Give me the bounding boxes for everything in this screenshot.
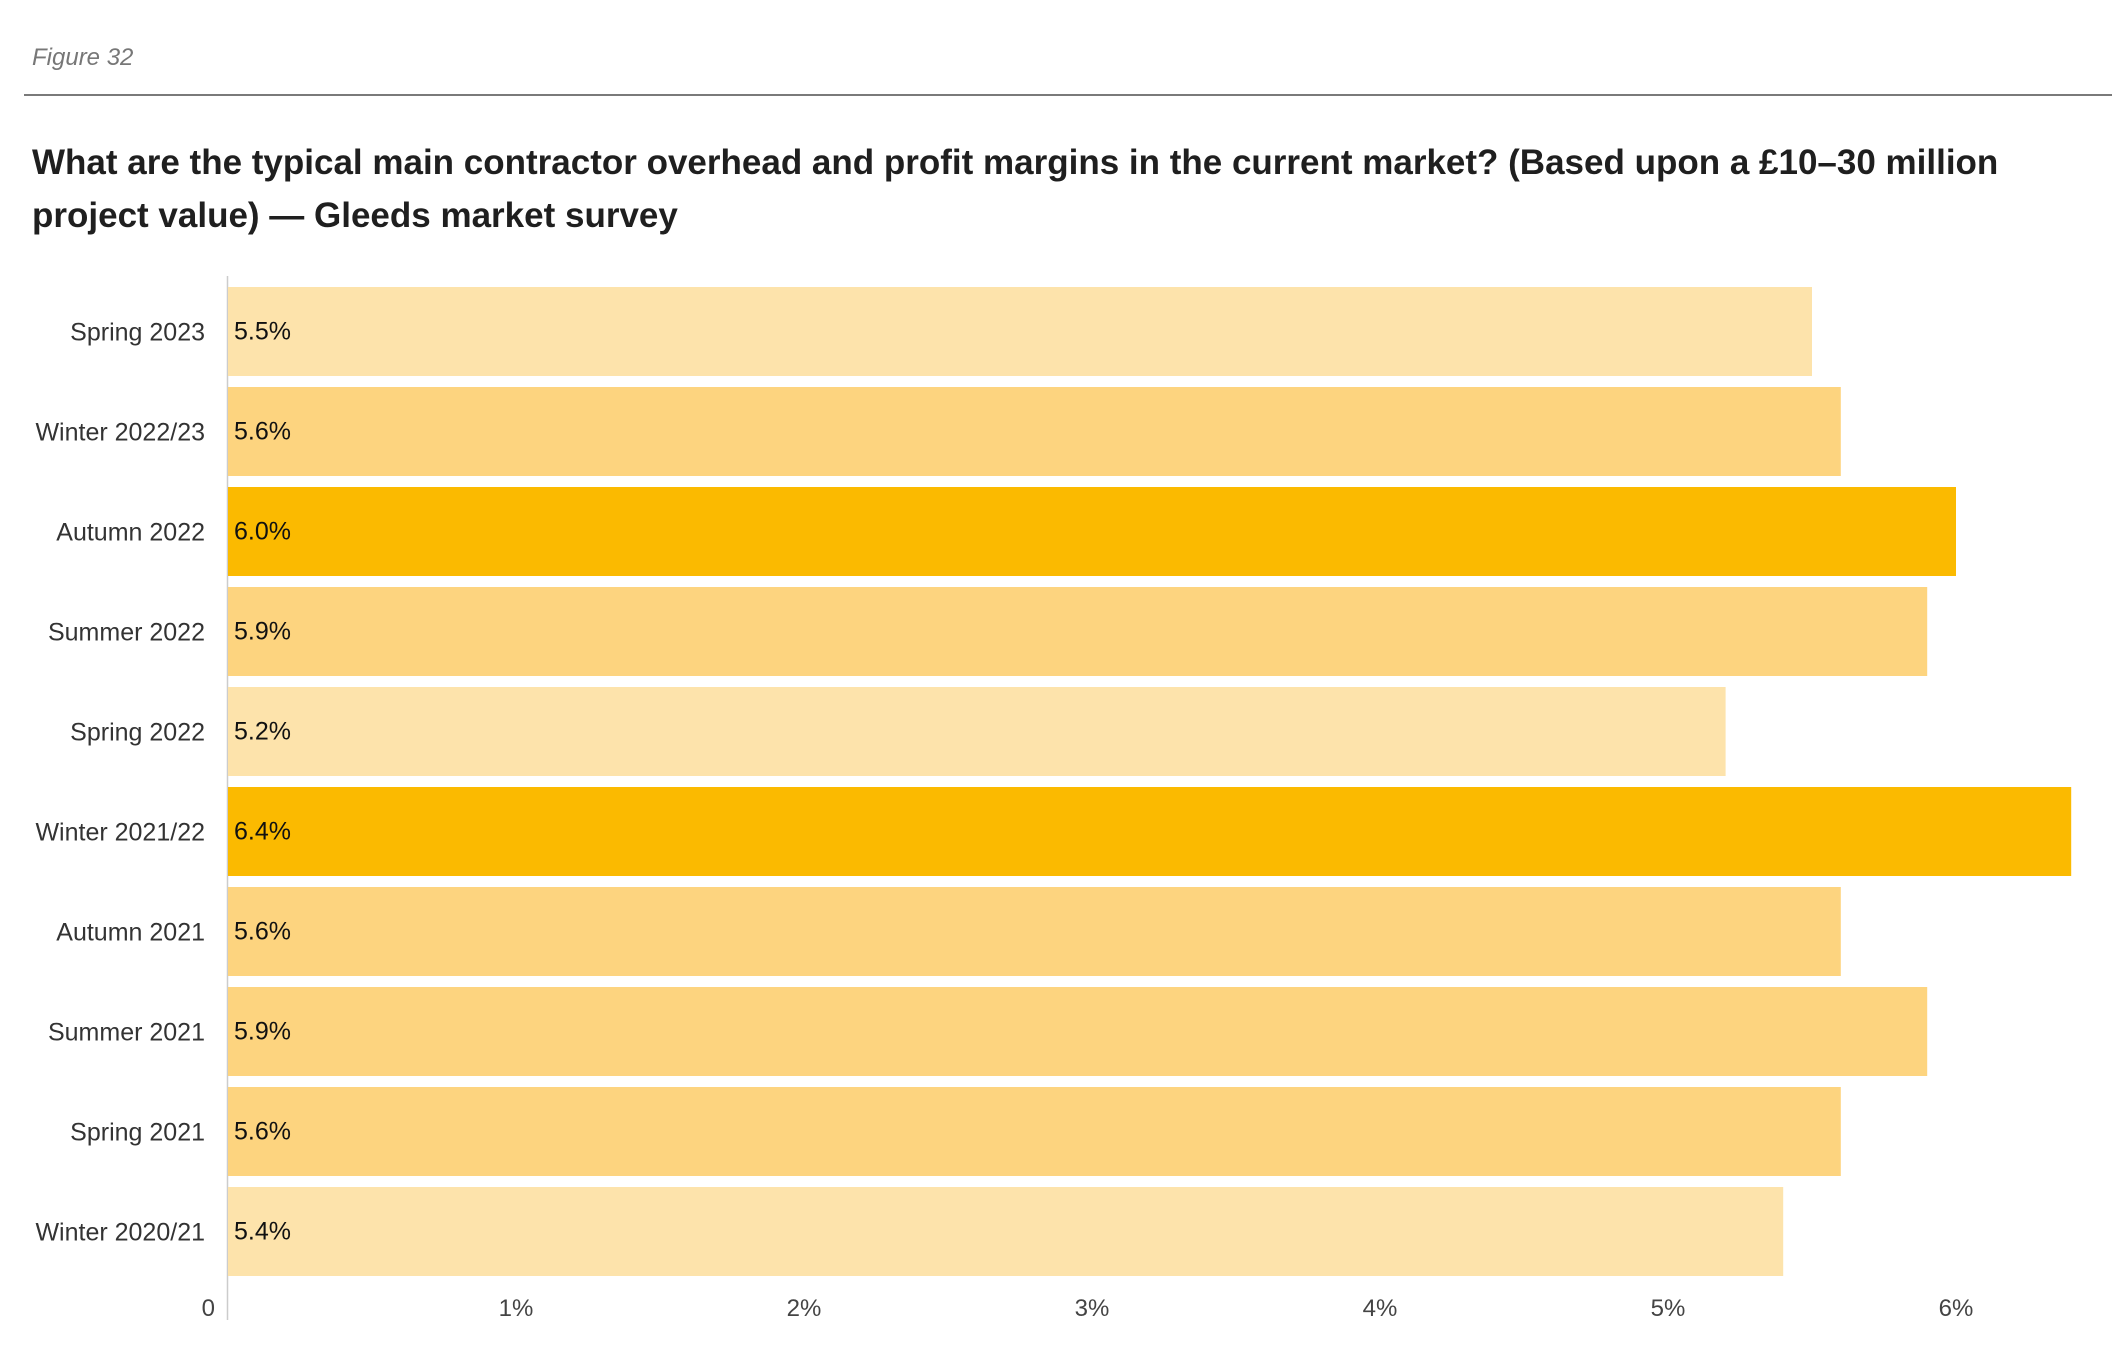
bar-spring-2021 bbox=[228, 1087, 1841, 1176]
header-divider bbox=[24, 94, 2112, 96]
x-tick-label-4: 4% bbox=[1363, 1295, 1398, 1322]
value-label-summer-2021: 5.9% bbox=[234, 1018, 291, 1046]
value-label-autumn-2021: 5.6% bbox=[234, 918, 291, 946]
x-tick-label-6: 6% bbox=[1939, 1295, 1974, 1322]
bar-winter-2021-22 bbox=[228, 787, 2072, 876]
value-label-summer-2022: 5.9% bbox=[234, 618, 291, 646]
value-label-spring-2022: 5.2% bbox=[234, 718, 291, 746]
x-tick-label-0: 0 bbox=[202, 1295, 215, 1322]
value-label-spring-2021: 5.6% bbox=[234, 1118, 291, 1146]
bar-spring-2022 bbox=[228, 687, 1726, 776]
bar-winter-2022-23 bbox=[228, 387, 1841, 476]
bar-summer-2021 bbox=[228, 987, 1928, 1076]
x-tick-label-2: 2% bbox=[787, 1295, 822, 1322]
bar-autumn-2022 bbox=[228, 487, 1956, 576]
bar-chart: Spring 2023 5.5% Winter 2022/23 5.6% Autumn … bbox=[35, 276, 2072, 1322]
labels-layer: Spring 2023 5.5% Winter 2022/23 5.6% Autumn … bbox=[35, 318, 291, 1247]
bar-summer-2022 bbox=[228, 587, 1928, 676]
bar-winter-2020-21 bbox=[228, 1187, 1784, 1276]
category-label-winter-2021-22: Winter 2021/22 bbox=[35, 819, 205, 847]
value-label-winter-2020-21: 5.4% bbox=[234, 1218, 291, 1246]
category-label-spring-2022: Spring 2022 bbox=[70, 719, 205, 747]
value-label-winter-2022-23: 5.6% bbox=[234, 418, 291, 446]
x-tick-label-5: 5% bbox=[1651, 1295, 1686, 1322]
x-tick-label-3: 3% bbox=[1075, 1295, 1110, 1322]
figure-label: Figure 32 bbox=[32, 44, 134, 71]
bars-layer bbox=[228, 287, 2072, 1276]
x-tick-label-1: 1% bbox=[499, 1295, 534, 1322]
category-label-autumn-2021: Autumn 2021 bbox=[56, 919, 205, 947]
bar-spring-2023 bbox=[228, 287, 1812, 376]
category-label-summer-2022: Summer 2022 bbox=[48, 619, 205, 647]
category-label-autumn-2022: Autumn 2022 bbox=[56, 519, 205, 547]
category-label-summer-2021: Summer 2021 bbox=[48, 1019, 205, 1047]
category-label-winter-2022-23: Winter 2022/23 bbox=[35, 419, 205, 447]
category-label-winter-2020-21: Winter 2020/21 bbox=[35, 1219, 205, 1247]
ticks-layer: 0 1% 2% 3% 4% 5% 6% bbox=[202, 1295, 1974, 1322]
category-label-spring-2021: Spring 2021 bbox=[70, 1119, 205, 1147]
value-label-spring-2023: 5.5% bbox=[234, 318, 291, 346]
bar-autumn-2021 bbox=[228, 887, 1841, 976]
value-label-winter-2021-22: 6.4% bbox=[234, 818, 291, 846]
chart-title: What are the typical main contractor ove… bbox=[32, 143, 1999, 235]
category-label-spring-2023: Spring 2023 bbox=[70, 319, 205, 347]
value-label-autumn-2022: 6.0% bbox=[234, 518, 291, 546]
